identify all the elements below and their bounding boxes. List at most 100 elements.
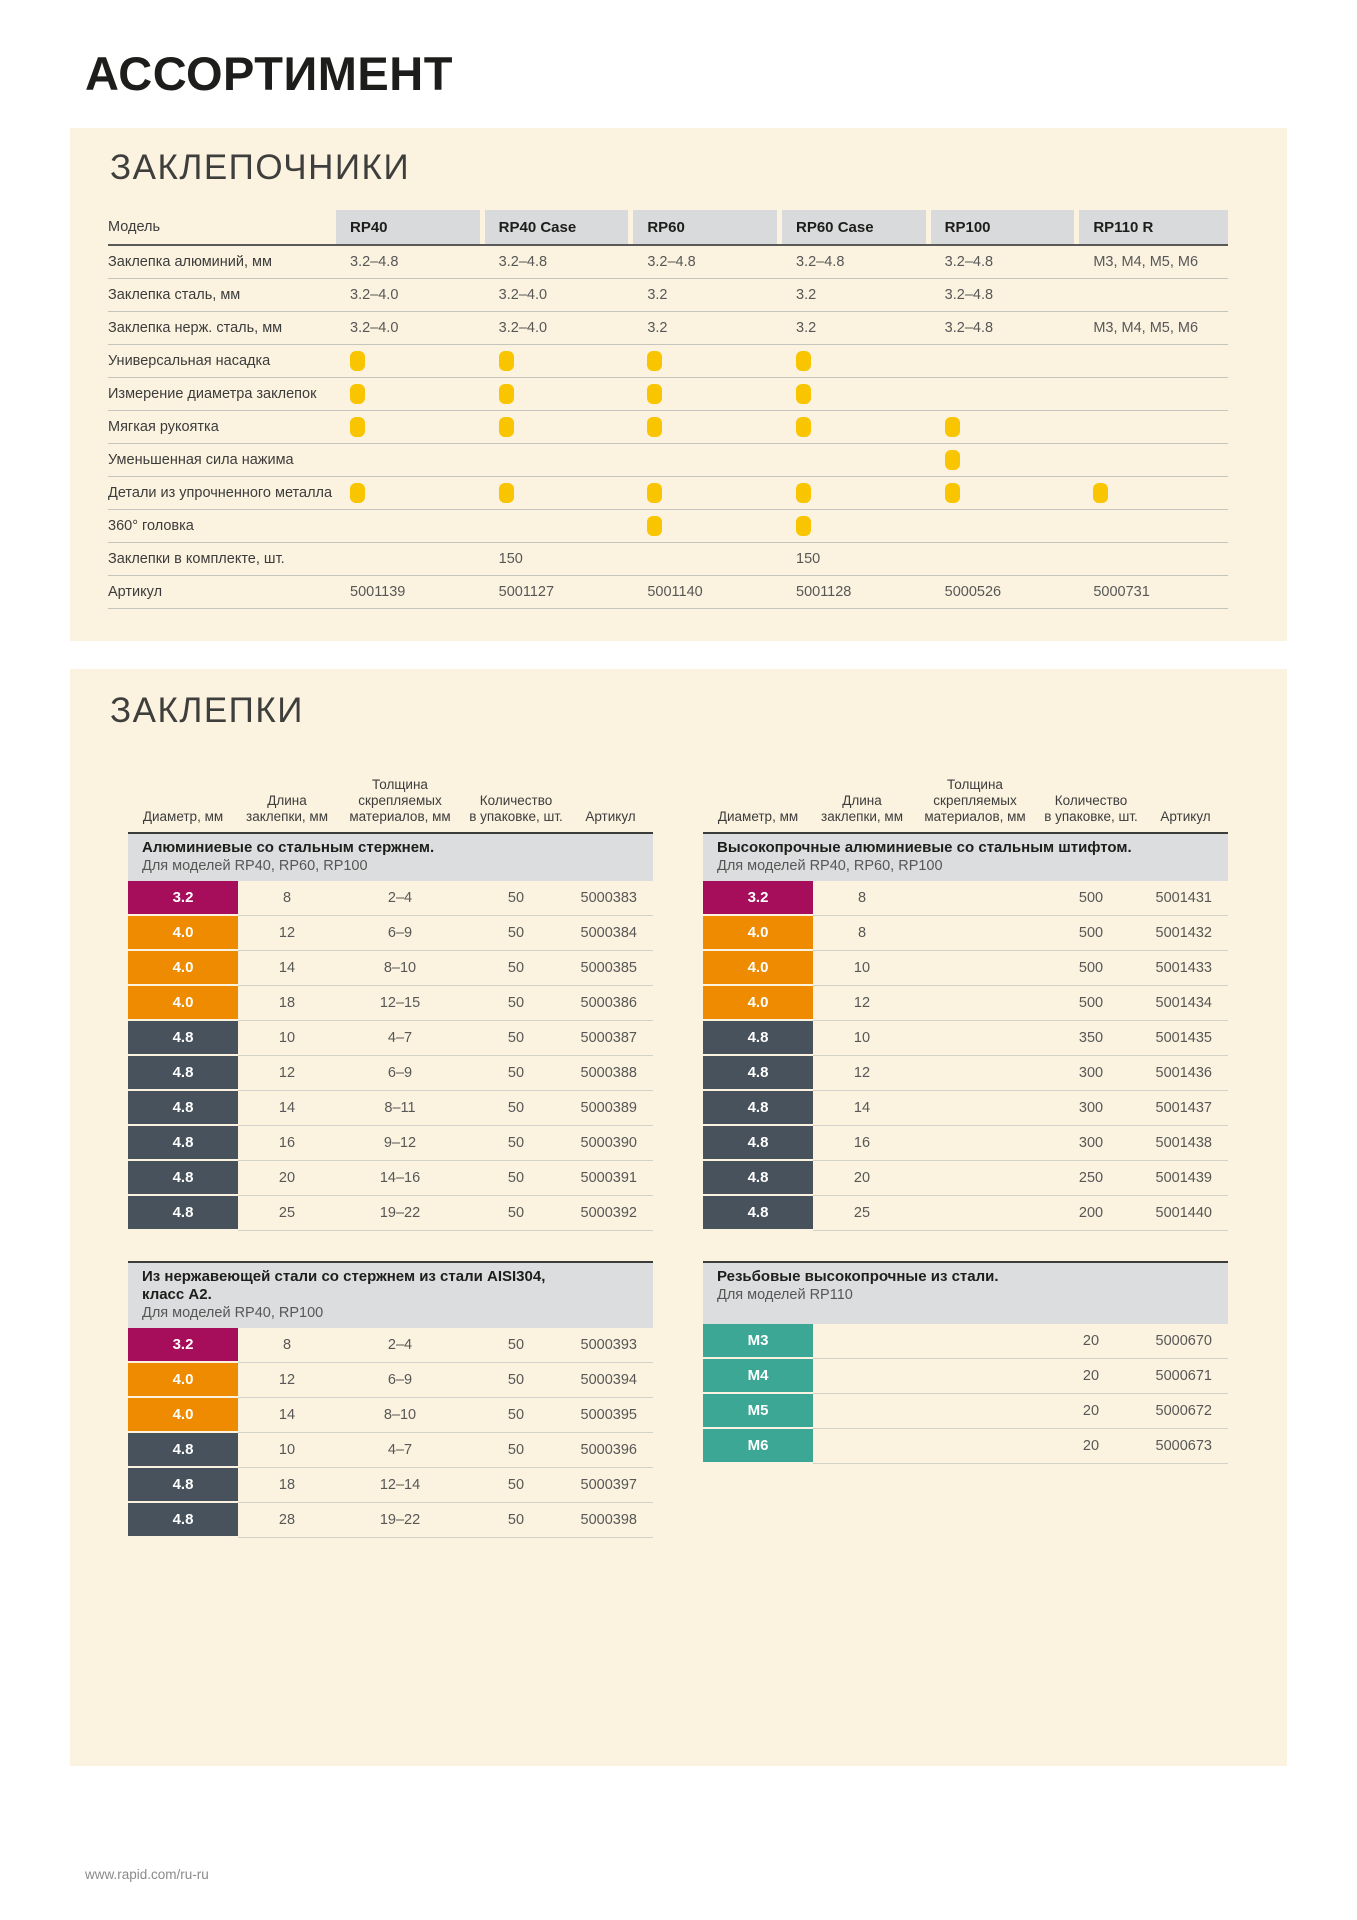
riveters-row-label: 360° головка — [108, 518, 194, 534]
riveters-cell — [782, 384, 931, 404]
rivet-table-title: Алюминиевые со стальным стержнем. — [142, 839, 435, 856]
rivet-column-header: Артикул — [585, 809, 636, 824]
qty-cell: 50 — [464, 1161, 568, 1196]
riveters-row: Заклепка сталь, мм 3.2–4.0 3.2–4.0 3.2 3.2 3.… — [108, 279, 1228, 312]
riveters-cell: 3.2 — [796, 287, 817, 303]
article-cell: 5000398 — [568, 1503, 653, 1538]
riveters-cell — [931, 417, 1080, 437]
grip-cell — [911, 1359, 1039, 1394]
riveters-cell — [336, 483, 485, 503]
diameter-cell: 4.8 — [128, 1161, 238, 1196]
length-cell: 16 — [238, 1126, 336, 1161]
rivets-tables-grid: Диаметр, мм Длина заклепки, мм Толщина скр… — [128, 753, 1245, 1538]
grip-cell: 2–4 — [336, 1328, 464, 1363]
diameter-cell: 4.8 — [703, 1056, 813, 1091]
riveters-cell — [782, 483, 931, 503]
riveters-row-label: Заклепки в комплекте, шт. — [108, 551, 285, 567]
feature-dot-icon — [498, 384, 514, 404]
riveters-cell: 3.2 — [796, 320, 817, 336]
qty-cell: 50 — [464, 1363, 568, 1398]
length-cell: 12 — [238, 1363, 336, 1398]
feature-dot-icon — [796, 384, 811, 404]
riveters-cell: 150 — [498, 551, 523, 567]
riveters-column-header: RP40 — [336, 210, 480, 244]
grip-cell — [911, 881, 1039, 916]
qty-cell: 300 — [1039, 1056, 1143, 1091]
article-cell: 5000384 — [568, 916, 653, 951]
article-cell: 5001433 — [1143, 951, 1228, 986]
length-cell — [813, 1394, 911, 1429]
rivet-row: 3.2 8 2–4 50 5000393 — [128, 1328, 653, 1363]
riveters-cell — [931, 483, 1080, 503]
rivet-column-header: Толщина скрепляемых материалов, мм — [349, 777, 451, 824]
riveters-cell — [485, 417, 634, 437]
riveters-cell: 5001128 — [796, 584, 852, 600]
rivets-section-title: ЗАКЛЕПКИ — [110, 691, 304, 730]
length-cell: 14 — [238, 1091, 336, 1126]
grip-cell: 19–22 — [336, 1196, 464, 1231]
riveters-cell — [633, 384, 782, 404]
rivet-table-subtitle: Из нержавеющей стали со стержнем из стал… — [128, 1261, 653, 1328]
rivet-row: 4.8 20 250 5001439 — [703, 1161, 1228, 1196]
length-cell — [813, 1429, 911, 1464]
rivet-column-header: Количество в упаковке, шт. — [469, 793, 563, 824]
length-cell: 12 — [813, 1056, 911, 1091]
riveters-column-header: RP110 R — [1079, 210, 1228, 244]
riveters-row: 360° головка — [108, 510, 1228, 543]
qty-cell: 50 — [464, 1126, 568, 1161]
qty-cell: 50 — [464, 1433, 568, 1468]
rivet-table-models: Для моделей RP40, RP60, RP100 — [717, 858, 943, 874]
rivet-column-header: Артикул — [1160, 809, 1211, 824]
feature-dot-icon — [796, 351, 811, 371]
riveters-cell: 3.2–4.8 — [796, 254, 845, 270]
grip-cell — [911, 1056, 1039, 1091]
grip-cell: 6–9 — [336, 1363, 464, 1398]
article-cell: 5000393 — [568, 1328, 653, 1363]
grip-cell — [911, 1021, 1039, 1056]
riveters-row-label: Заклепка алюминий, мм — [108, 254, 272, 270]
riveters-cell — [485, 351, 634, 371]
qty-cell: 500 — [1039, 951, 1143, 986]
article-cell: 5000386 — [568, 986, 653, 1021]
feature-dot-icon — [647, 483, 663, 503]
diameter-cell: 4.8 — [128, 1503, 238, 1538]
riveters-column-header: RP40 Case — [484, 210, 629, 244]
length-cell: 8 — [238, 1328, 336, 1363]
grip-cell: 6–9 — [336, 916, 464, 951]
diameter-cell: 4.8 — [703, 1161, 813, 1196]
riveters-cell — [633, 483, 782, 503]
rivet-row: 4.0 14 8–10 50 5000385 — [128, 951, 653, 986]
qty-cell: 50 — [464, 1328, 568, 1363]
grip-cell: 14–16 — [336, 1161, 464, 1196]
riveters-column-model-label: Модель — [108, 219, 161, 235]
grip-cell: 4–7 — [336, 1433, 464, 1468]
qty-cell: 50 — [464, 1503, 568, 1538]
diameter-cell: M5 — [703, 1394, 813, 1429]
riveters-cell: 3.2–4.0 — [350, 320, 399, 336]
riveters-cell: 3.2–4.8 — [944, 254, 994, 270]
rivet-row: 4.8 12 6–9 50 5000388 — [128, 1056, 653, 1091]
riveters-column-header: RP60 Case — [782, 210, 926, 244]
length-cell: 14 — [238, 1398, 336, 1433]
qty-cell: 50 — [464, 1196, 568, 1231]
qty-cell: 20 — [1039, 1324, 1143, 1359]
feature-dot-icon — [796, 417, 811, 437]
feature-dot-icon — [647, 516, 663, 536]
feature-dot-icon — [796, 516, 811, 536]
diameter-cell: 4.0 — [128, 1398, 238, 1433]
riveters-table: Модель RP40 RP40 Case RP60 RP60 Case RP100 RP1… — [108, 210, 1228, 609]
grip-cell: 2–4 — [336, 881, 464, 916]
grip-cell — [911, 1161, 1039, 1196]
grip-cell: 4–7 — [336, 1021, 464, 1056]
rivet-row: 4.8 14 8–11 50 5000389 — [128, 1091, 653, 1126]
length-cell: 12 — [238, 916, 336, 951]
qty-cell: 50 — [464, 1021, 568, 1056]
diameter-cell: 4.8 — [703, 1021, 813, 1056]
rivet-column-header: Длина заклепки, мм — [246, 793, 328, 824]
riveters-row-label: Мягкая рукоятка — [108, 419, 219, 435]
diameter-cell: 4.8 — [703, 1196, 813, 1231]
rivet-table-models: Для моделей RP40, RP100 — [142, 1305, 324, 1321]
grip-cell — [911, 986, 1039, 1021]
diameter-cell: 4.0 — [128, 1363, 238, 1398]
